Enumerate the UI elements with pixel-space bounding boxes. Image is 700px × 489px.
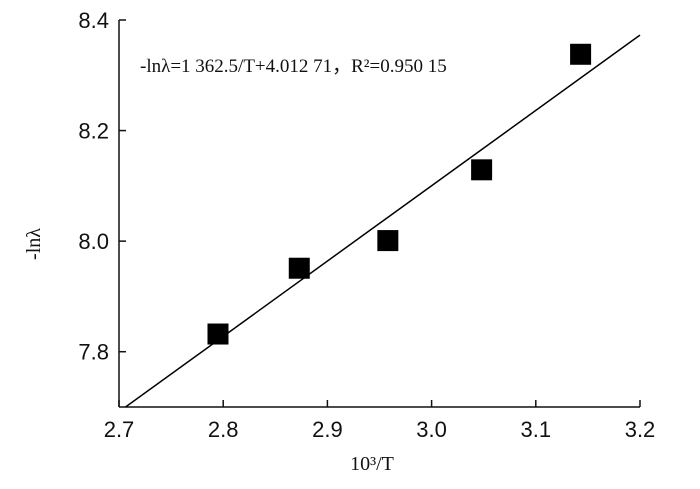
- y-tick-label: 8.2: [78, 119, 109, 144]
- y-tick-label: 7.8: [78, 340, 109, 365]
- plot-area: 2.7 2.8 2.9 3.0 3.1 3.2 7.8 8.0 8.2 8.4: [78, 8, 655, 442]
- x-tick-label: 3.2: [625, 417, 656, 442]
- fit-line-group: [125, 34, 641, 408]
- y-axis-label: -lnλ: [23, 228, 45, 260]
- data-points: [207, 43, 592, 345]
- y-ticks: 7.8 8.0 8.2 8.4: [78, 8, 126, 365]
- data-point: [288, 257, 310, 279]
- x-tick-label: 2.9: [312, 417, 343, 442]
- x-tick-label: 2.7: [104, 417, 135, 442]
- data-point: [207, 323, 229, 345]
- data-point: [570, 43, 592, 65]
- x-tick-label: 3.0: [416, 417, 447, 442]
- x-axis-label: 10³/T: [350, 453, 394, 475]
- x-ticks: 2.7 2.8 2.9 3.0 3.1 3.2: [104, 400, 656, 442]
- y-tick-label: 8.4: [78, 8, 109, 33]
- linear-fit-line: [125, 34, 641, 408]
- data-point: [471, 159, 493, 181]
- y-tick-label: 8.0: [78, 229, 109, 254]
- fit-equation-annotation: -lnλ=1 362.5/T+4.012 71，R²=0.950 15: [140, 56, 447, 77]
- x-tick-label: 3.1: [521, 417, 552, 442]
- data-point: [377, 230, 399, 252]
- x-tick-label: 2.8: [208, 417, 239, 442]
